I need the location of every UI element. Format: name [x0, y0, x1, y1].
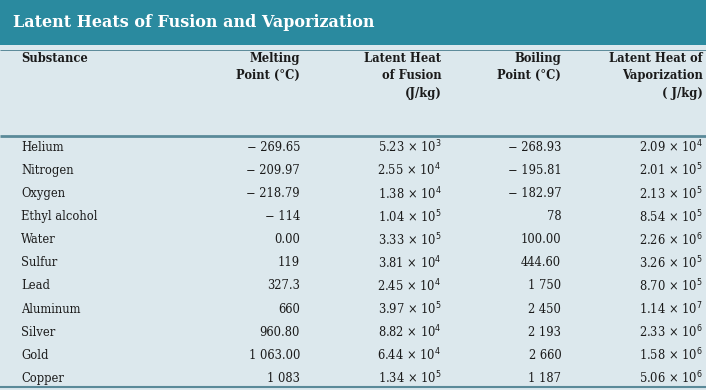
- Text: Substance: Substance: [21, 52, 88, 65]
- Text: Nitrogen: Nitrogen: [21, 164, 74, 177]
- Text: 1.04 × 10$^5$: 1.04 × 10$^5$: [378, 208, 441, 225]
- Text: Gold: Gold: [21, 349, 49, 362]
- Text: 5.23 × 10$^3$: 5.23 × 10$^3$: [378, 139, 441, 156]
- Text: Boiling
Point (°C): Boiling Point (°C): [498, 52, 561, 82]
- Text: 660: 660: [278, 303, 300, 316]
- Text: 2 660: 2 660: [529, 349, 561, 362]
- Text: 2 193: 2 193: [528, 326, 561, 339]
- Text: 2.26 × 10$^6$: 2.26 × 10$^6$: [639, 231, 702, 248]
- Text: 1 187: 1 187: [528, 372, 561, 385]
- Text: 1.58 × 10$^6$: 1.58 × 10$^6$: [639, 347, 702, 363]
- Text: 2.01 × 10$^5$: 2.01 × 10$^5$: [639, 162, 702, 179]
- Text: Silver: Silver: [21, 326, 56, 339]
- Text: 444.60: 444.60: [521, 256, 561, 269]
- Text: − 268.93: − 268.93: [508, 141, 561, 154]
- Text: Water: Water: [21, 233, 56, 246]
- Text: 119: 119: [278, 256, 300, 269]
- Text: 5.06 × 10$^6$: 5.06 × 10$^6$: [639, 370, 702, 387]
- Text: 0.00: 0.00: [274, 233, 300, 246]
- Text: 1 083: 1 083: [267, 372, 300, 385]
- Text: Sulfur: Sulfur: [21, 256, 57, 269]
- Text: 1.38 × 10$^4$: 1.38 × 10$^4$: [378, 185, 441, 202]
- Text: 2.45 × 10$^4$: 2.45 × 10$^4$: [377, 278, 441, 294]
- Text: − 182.97: − 182.97: [508, 187, 561, 200]
- Text: 78: 78: [546, 210, 561, 223]
- Text: 8.54 × 10$^5$: 8.54 × 10$^5$: [639, 208, 702, 225]
- Text: − 269.65: − 269.65: [246, 141, 300, 154]
- Text: − 195.81: − 195.81: [508, 164, 561, 177]
- Text: 2.33 × 10$^6$: 2.33 × 10$^6$: [639, 324, 702, 340]
- Text: 1 063.00: 1 063.00: [249, 349, 300, 362]
- Text: 1 750: 1 750: [528, 280, 561, 292]
- Text: Latent Heat of
Vaporization
( J/kg): Latent Heat of Vaporization ( J/kg): [609, 52, 702, 100]
- Text: 1.14 × 10$^7$: 1.14 × 10$^7$: [639, 301, 702, 317]
- Text: 3.97 × 10$^5$: 3.97 × 10$^5$: [378, 301, 441, 317]
- Text: Ethyl alcohol: Ethyl alcohol: [21, 210, 97, 223]
- Text: 3.81 × 10$^4$: 3.81 × 10$^4$: [378, 255, 441, 271]
- Text: 3.26 × 10$^5$: 3.26 × 10$^5$: [639, 255, 702, 271]
- Text: 6.44 × 10$^4$: 6.44 × 10$^4$: [377, 347, 441, 363]
- Text: 1.34 × 10$^5$: 1.34 × 10$^5$: [378, 370, 441, 387]
- Text: Lead: Lead: [21, 280, 50, 292]
- Text: Helium: Helium: [21, 141, 64, 154]
- Text: 2.13 × 10$^5$: 2.13 × 10$^5$: [639, 185, 702, 202]
- Text: Copper: Copper: [21, 372, 64, 385]
- Text: 2.55 × 10$^4$: 2.55 × 10$^4$: [377, 162, 441, 179]
- Text: Latent Heats of Fusion and Vaporization: Latent Heats of Fusion and Vaporization: [13, 14, 374, 31]
- Text: Latent Heat
of Fusion
(J/kg): Latent Heat of Fusion (J/kg): [364, 52, 441, 100]
- Text: − 114: − 114: [265, 210, 300, 223]
- Text: 3.33 × 10$^5$: 3.33 × 10$^5$: [378, 231, 441, 248]
- Text: 100.00: 100.00: [520, 233, 561, 246]
- Text: Aluminum: Aluminum: [21, 303, 80, 316]
- Text: 2.09 × 10$^4$: 2.09 × 10$^4$: [638, 139, 702, 156]
- Text: − 218.79: − 218.79: [246, 187, 300, 200]
- Text: 960.80: 960.80: [260, 326, 300, 339]
- Text: 2 450: 2 450: [528, 303, 561, 316]
- FancyBboxPatch shape: [0, 0, 706, 45]
- Text: − 209.97: − 209.97: [246, 164, 300, 177]
- Text: Oxygen: Oxygen: [21, 187, 66, 200]
- Text: 8.70 × 10$^5$: 8.70 × 10$^5$: [639, 278, 702, 294]
- Text: 8.82 × 10$^4$: 8.82 × 10$^4$: [378, 324, 441, 340]
- Text: 327.3: 327.3: [267, 280, 300, 292]
- Text: Melting
Point (°C): Melting Point (°C): [237, 52, 300, 82]
